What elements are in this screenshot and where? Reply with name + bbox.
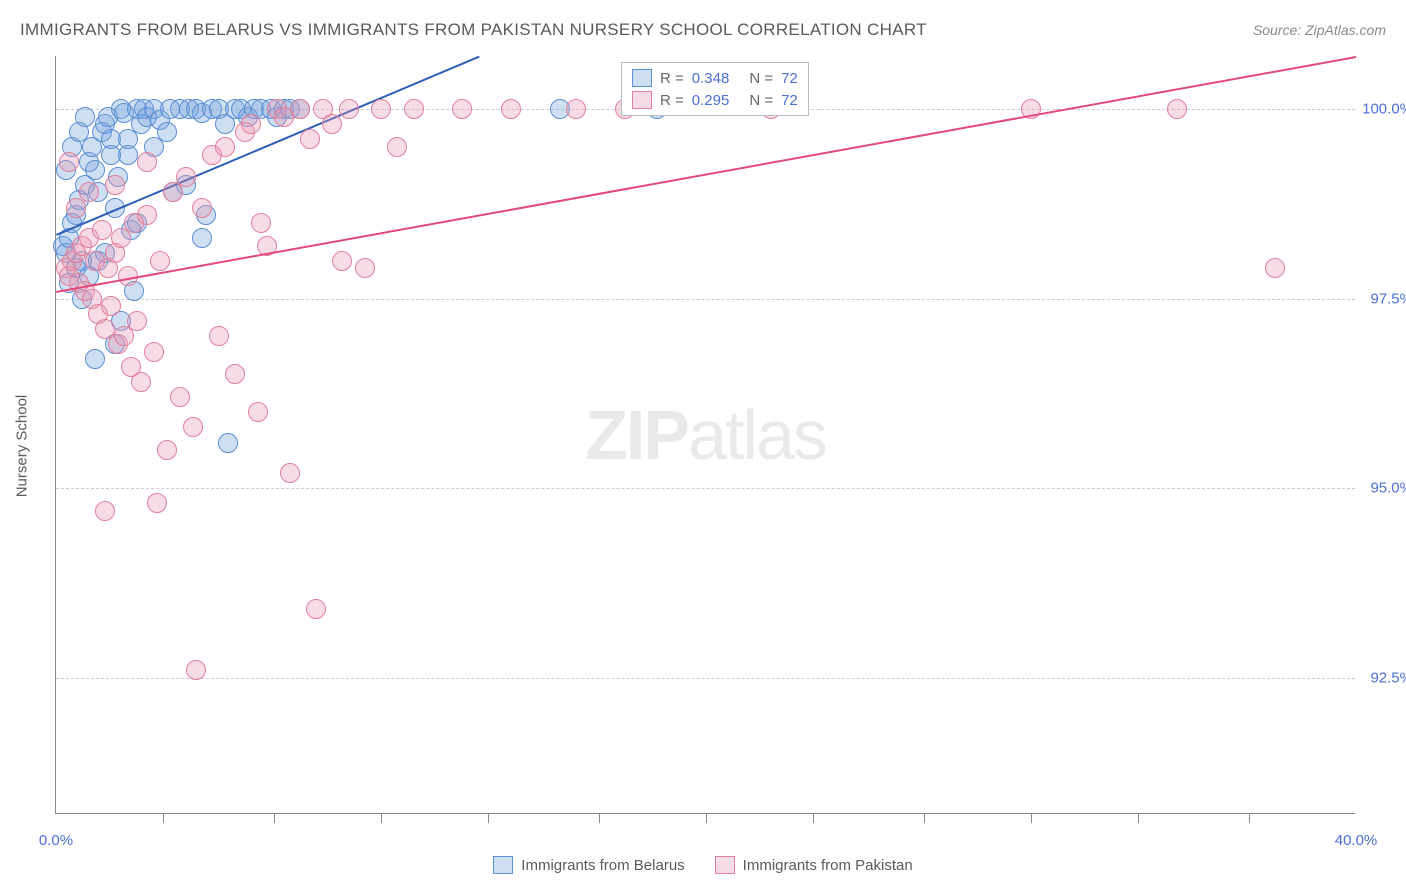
legend-n-label: N =	[749, 92, 773, 109]
x-tick	[599, 813, 600, 823]
scatter-marker	[452, 99, 472, 119]
legend-series-name: Immigrants from Pakistan	[743, 857, 913, 874]
scatter-marker	[183, 417, 203, 437]
scatter-marker	[157, 440, 177, 460]
scatter-marker	[176, 167, 196, 187]
gridline-horizontal	[56, 488, 1355, 489]
x-tick	[1031, 813, 1032, 823]
scatter-marker	[150, 251, 170, 271]
scatter-marker	[101, 145, 121, 165]
scatter-marker	[290, 99, 310, 119]
scatter-marker	[225, 364, 245, 384]
scatter-marker	[387, 137, 407, 157]
y-tick-label: 97.5%	[1370, 290, 1406, 307]
legend-series-name: Immigrants from Belarus	[521, 857, 684, 874]
x-tick	[1249, 813, 1250, 823]
scatter-marker	[59, 152, 79, 172]
scatter-marker	[355, 258, 375, 278]
scatter-marker	[137, 152, 157, 172]
watermark: ZIPatlas	[585, 395, 826, 475]
legend-n-value: 72	[781, 92, 798, 109]
scatter-marker	[92, 220, 112, 240]
scatter-marker	[186, 660, 206, 680]
source-label: Source: ZipAtlas.com	[1253, 22, 1386, 38]
x-tick	[706, 813, 707, 823]
y-tick-label: 92.5%	[1370, 669, 1406, 686]
chart-title: IMMIGRANTS FROM BELARUS VS IMMIGRANTS FR…	[20, 20, 927, 40]
watermark-atlas: atlas	[688, 396, 826, 474]
legend-correlation: R = 0.348 N = 72 R = 0.295 N = 72	[621, 62, 809, 116]
scatter-marker	[251, 213, 271, 233]
legend-n-value: 72	[781, 70, 798, 87]
scatter-marker	[147, 493, 167, 513]
title-bar: IMMIGRANTS FROM BELARUS VS IMMIGRANTS FR…	[20, 20, 1386, 40]
legend-item: Immigrants from Pakistan	[715, 856, 913, 874]
legend-r-label: R =	[660, 92, 684, 109]
legend-n-label: N =	[749, 70, 773, 87]
scatter-marker	[339, 99, 359, 119]
scatter-marker	[137, 205, 157, 225]
scatter-marker	[280, 463, 300, 483]
scatter-marker	[192, 198, 212, 218]
x-tick-label: 40.0%	[1335, 832, 1378, 849]
legend-bottom: Immigrants from Belarus Immigrants from P…	[0, 856, 1406, 874]
legend-swatch	[493, 856, 513, 874]
scatter-marker	[209, 326, 229, 346]
x-tick	[488, 813, 489, 823]
y-tick-label: 100.0%	[1362, 101, 1406, 118]
scatter-marker	[322, 114, 342, 134]
scatter-marker	[131, 372, 151, 392]
legend-swatch	[715, 856, 735, 874]
scatter-marker	[85, 160, 105, 180]
scatter-marker	[1265, 258, 1285, 278]
scatter-marker	[332, 251, 352, 271]
scatter-marker	[215, 137, 235, 157]
scatter-marker	[218, 433, 238, 453]
gridline-horizontal	[56, 299, 1355, 300]
scatter-marker	[404, 99, 424, 119]
x-tick-label: 0.0%	[39, 832, 73, 849]
scatter-marker	[95, 501, 115, 521]
legend-r-label: R =	[660, 70, 684, 87]
scatter-marker	[192, 228, 212, 248]
scatter-marker	[501, 99, 521, 119]
x-tick	[1138, 813, 1139, 823]
scatter-marker	[79, 182, 99, 202]
scatter-marker	[241, 114, 261, 134]
scatter-marker	[118, 129, 138, 149]
scatter-marker	[371, 99, 391, 119]
legend-r-value: 0.295	[692, 92, 730, 109]
watermark-zip: ZIP	[585, 396, 688, 474]
scatter-marker	[248, 402, 268, 422]
scatter-marker	[101, 296, 121, 316]
scatter-marker	[85, 349, 105, 369]
y-axis-title: Nursery School	[14, 395, 31, 498]
x-tick	[381, 813, 382, 823]
scatter-marker	[306, 599, 326, 619]
legend-swatch	[632, 91, 652, 109]
legend-r-value: 0.348	[692, 70, 730, 87]
legend-swatch	[632, 69, 652, 87]
scatter-marker	[144, 342, 164, 362]
x-tick	[274, 813, 275, 823]
legend-row: R = 0.295 N = 72	[632, 89, 798, 111]
x-tick	[163, 813, 164, 823]
y-tick-label: 95.0%	[1370, 480, 1406, 497]
x-tick	[924, 813, 925, 823]
legend-row: R = 0.348 N = 72	[632, 67, 798, 89]
scatter-marker	[170, 387, 190, 407]
x-tick	[813, 813, 814, 823]
scatter-marker	[127, 311, 147, 331]
legend-item: Immigrants from Belarus	[493, 856, 684, 874]
gridline-horizontal	[56, 678, 1355, 679]
plot-area: ZIPatlas 92.5%95.0%97.5%100.0%0.0%40.0%R…	[55, 56, 1355, 814]
scatter-marker	[566, 99, 586, 119]
scatter-marker	[69, 122, 89, 142]
scatter-marker	[300, 129, 320, 149]
scatter-marker	[105, 175, 125, 195]
scatter-marker	[1167, 99, 1187, 119]
